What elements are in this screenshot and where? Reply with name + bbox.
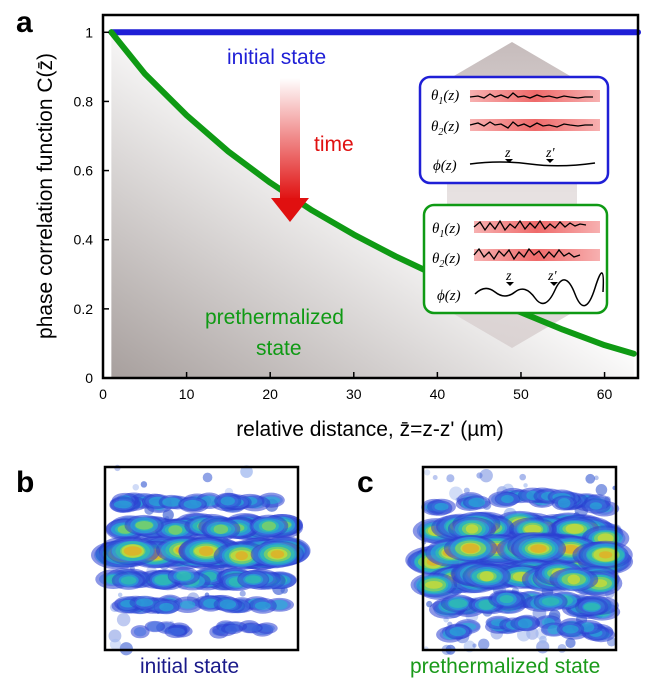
svg-text:θ2(z): θ2(z) <box>431 119 459 138</box>
series-line-prethermalized <box>108 29 637 357</box>
svg-text:z': z' <box>545 146 555 161</box>
x-tick-label: 20 <box>262 386 278 402</box>
svg-text:z: z <box>505 269 512 284</box>
svg-text:θ2(z): θ2(z) <box>432 251 460 270</box>
y-tick-label: 0 <box>85 370 93 386</box>
time-label: time <box>314 133 354 156</box>
initial-state-label: initial state <box>227 46 326 69</box>
inset1-phi-trace <box>469 161 596 167</box>
inset1-theta1: θ <box>431 88 439 104</box>
x-tick-label: 60 <box>597 386 613 402</box>
inset2-theta1-trace <box>473 219 587 232</box>
y-tick-label: 0.4 <box>74 232 94 248</box>
svg-text:z': z' <box>547 269 557 284</box>
svg-text:ϕ(z): ϕ(z) <box>437 288 461 304</box>
time-arrow <box>271 78 309 222</box>
svg-text:ϕ(z): ϕ(z) <box>433 158 457 174</box>
svg-text:z: z <box>504 146 511 161</box>
panel-label-c: c <box>357 466 374 499</box>
plot-area: 0 10 20 30 40 50 60 0 0.2 0.4 0.6 0.8 1 initial stat… <box>34 13 641 441</box>
inset2-phi-trace <box>474 272 605 307</box>
density-image-prethermalized <box>405 465 634 656</box>
x-tick-label: 40 <box>430 386 446 402</box>
y-axis-title: phase correlation function C(z̄) <box>34 53 57 339</box>
inset2-theta2-trace <box>473 247 581 261</box>
x-axis-title: relative distance, z̄=z-z' (µm) <box>236 418 504 441</box>
prethermalized-label-line1: prethermalized <box>205 306 344 329</box>
inset1-theta1-trace <box>469 92 593 99</box>
ticks-layer: 0 10 20 30 40 50 60 0 0.2 0.4 0.6 0.8 1 <box>74 24 613 402</box>
svg-text:θ1(z): θ1(z) <box>432 221 460 240</box>
density-image-initial <box>91 464 311 656</box>
inset1-theta2-trace <box>469 121 593 129</box>
series-layer <box>108 29 641 357</box>
area-under-curve <box>111 32 634 379</box>
y-tick-label: 1 <box>85 24 93 40</box>
x-tick-label: 10 <box>179 386 195 402</box>
caption-b: initial state <box>140 655 240 678</box>
y-tick-label: 0.2 <box>74 301 94 317</box>
svg-text:θ1(z): θ1(z) <box>431 88 459 107</box>
panel-label-a: a <box>16 6 33 39</box>
prethermalized-label-line2: state <box>256 337 302 360</box>
plot-frame <box>101 13 640 380</box>
x-tick-label: 50 <box>513 386 529 402</box>
x-tick-label: 30 <box>346 386 362 402</box>
x-tick-label: 0 <box>99 386 107 402</box>
y-tick-label: 0.6 <box>74 163 94 179</box>
inset-prethermalized: θ1(z) θ2(z) ϕ(z) z z' <box>422 203 609 315</box>
y-tick-label: 0.8 <box>74 93 94 109</box>
inset-initial: θ1(z) θ2(z) ϕ(z) z z' <box>418 75 610 185</box>
caption-c: prethermalized state <box>410 655 601 678</box>
panel-label-b: b <box>16 466 34 499</box>
